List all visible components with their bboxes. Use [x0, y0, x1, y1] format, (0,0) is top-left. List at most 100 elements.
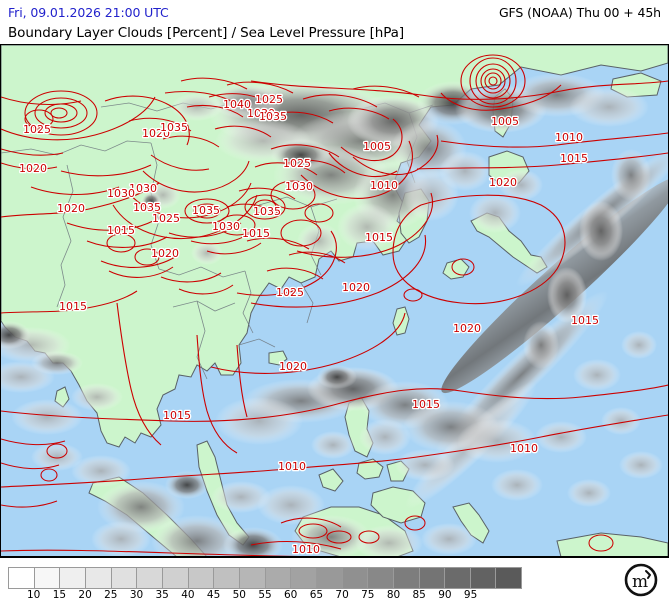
legend-tick-15: 15	[52, 589, 67, 601]
legend-swatch-14	[367, 568, 393, 588]
weather-map[interactable]: 1025 1025 1020 1020 1020 1020 1030 1030 1025 1025…	[0, 44, 669, 558]
isobar-label: 1025	[255, 93, 283, 106]
legend-swatch-5	[136, 568, 162, 588]
legend-tick-55: 55	[258, 589, 272, 601]
legend-tick-85: 85	[412, 589, 426, 601]
isobar-label: 1010	[510, 442, 538, 455]
isobar-label: 1030	[285, 180, 313, 193]
isobar-label-halo: 1015	[365, 231, 393, 244]
isobar-label-halo: 1005	[363, 140, 391, 153]
isobar-label: 1025	[23, 123, 51, 136]
isobar-label: 1010	[278, 460, 306, 473]
isobar-label-halo: 1025	[276, 286, 304, 299]
isobar-label: 1025	[276, 286, 304, 299]
isobar-label: 1030	[247, 107, 275, 120]
map-canvas: 1025 1025 1020 1020 1020 1020 1030 1030 1025 1025…	[1, 45, 668, 557]
isobar-label: 1010	[370, 179, 398, 192]
isobar-label-halo: 1030	[129, 182, 157, 195]
isobar-label: 1030	[212, 220, 240, 233]
isobar-label-halo: 1020	[57, 202, 85, 215]
isobar-label: 1020	[142, 127, 170, 140]
legend-swatch-7	[187, 568, 214, 588]
legend-tick-45: 45	[206, 589, 221, 601]
isobar-label: 1020	[19, 162, 47, 175]
cloud-cover-layer	[1, 73, 668, 557]
isobar-label: 1015	[242, 227, 270, 240]
isobar-label-halo: 1015	[571, 314, 599, 327]
isobar-label: 1010	[555, 131, 583, 144]
legend-area: 10 15 20 25 30 35 40 45 50 55 60 65 70 75 80 85 90 95 m	[0, 558, 669, 603]
isobar-contours	[1, 54, 668, 557]
isobar-label: 1035	[192, 204, 220, 217]
isobar-label-halo: 1005	[491, 115, 519, 128]
legend-tick-90: 90	[438, 589, 452, 601]
logo-letter: m	[632, 572, 648, 592]
legend-tick-60: 60	[284, 589, 298, 601]
isobar-label-halo: 1035	[192, 204, 220, 217]
isobar-label: 1030	[107, 187, 135, 200]
map-frame-bottom-edge	[0, 556, 669, 558]
isobar-label: 1030	[129, 182, 157, 195]
logo-tick-icon	[645, 570, 651, 579]
legend-swatch-6	[161, 568, 188, 588]
legend-swatch-10	[264, 568, 291, 588]
cloud-cover-scale-ticks: 10 15 20 25 30 35 40 45 50 55 60 65 70 75 80 85 90 95	[8, 589, 522, 603]
isobar-label: 1025	[152, 212, 180, 225]
isobar-label: 1035	[133, 201, 161, 214]
forecast-datetime-label: Fri, 09.01.2026 21:00 UTC	[8, 5, 169, 20]
isobar-label: 1010	[292, 543, 320, 556]
isobar-label-halo: 1025	[283, 157, 311, 170]
isobar-label-halo: 1015	[560, 152, 588, 165]
legend-tick-35: 35	[155, 589, 169, 601]
isobar-label: 1020	[342, 281, 370, 294]
legend-swatch-9	[238, 568, 265, 588]
isobar-label-halo: 1040	[223, 98, 251, 111]
isobar-label-layer: 1025102510201020102010201030103010251025…	[18, 92, 601, 557]
legend-tick-95: 95	[463, 589, 478, 601]
isobar-label-halo: 1010	[510, 442, 538, 455]
isobar-label-halo: 1035	[160, 121, 188, 134]
legend-swatch-19	[495, 568, 522, 588]
isobar-label-halo: 1020	[19, 162, 47, 175]
isobar-label-halo: 1015	[59, 300, 87, 313]
isobar-label: 1020	[151, 247, 179, 260]
isobar-label: 1035	[259, 110, 287, 123]
isobar-label-halo: 1010	[278, 460, 306, 473]
isobar-label-halo: 1020	[151, 247, 179, 260]
isobar-label: 1015	[560, 152, 588, 165]
legend-tick-50: 50	[232, 589, 246, 601]
meteoblue-logo[interactable]: m	[623, 562, 659, 598]
legend-swatch-1	[33, 568, 60, 588]
map-title: Boundary Layer Clouds [Percent] / Sea Le…	[8, 25, 404, 41]
legend-swatch-17	[444, 568, 470, 588]
legend-swatch-12	[315, 568, 342, 588]
legend-tick-75: 75	[361, 589, 375, 601]
legend-swatch-16	[418, 568, 445, 588]
isobar-label: 1020	[57, 202, 85, 215]
legend-tick-80: 80	[386, 589, 401, 601]
isobar-label-halo: 1025	[23, 123, 51, 136]
isobar-label: 1015	[412, 398, 440, 411]
isobar-label-halo: 1035	[133, 201, 161, 214]
legend-tick-30: 30	[129, 589, 144, 601]
legend-swatch-11	[290, 568, 316, 588]
isobar-label-halo: 1015	[107, 224, 135, 237]
isobar-label-halo: 1035	[259, 110, 287, 123]
isobar-label-halo: 1020	[279, 360, 307, 373]
legend-swatch-13	[341, 568, 368, 588]
isobar-label-halo: 1015	[242, 227, 270, 240]
isobar-label-halo: 1015	[412, 398, 440, 411]
legend-swatch-4	[110, 568, 137, 588]
legend-swatch-2	[59, 568, 85, 588]
isobar-label: 1040	[223, 98, 251, 111]
cloud-cover-color-scale[interactable]	[8, 567, 522, 589]
header-bar: Fri, 09.01.2026 21:00 UTC GFS (NOAA) Thu…	[0, 0, 669, 45]
isobar-label-halo: 1020	[342, 281, 370, 294]
isobar-label-halo: 1025	[152, 212, 180, 225]
isobar-label: 1025	[283, 157, 311, 170]
isobar-label-halo: 1020	[453, 322, 481, 335]
isobar-label: 1015	[163, 409, 191, 422]
legend-swatch-8	[213, 568, 239, 588]
legend-tick-70: 70	[335, 589, 349, 601]
